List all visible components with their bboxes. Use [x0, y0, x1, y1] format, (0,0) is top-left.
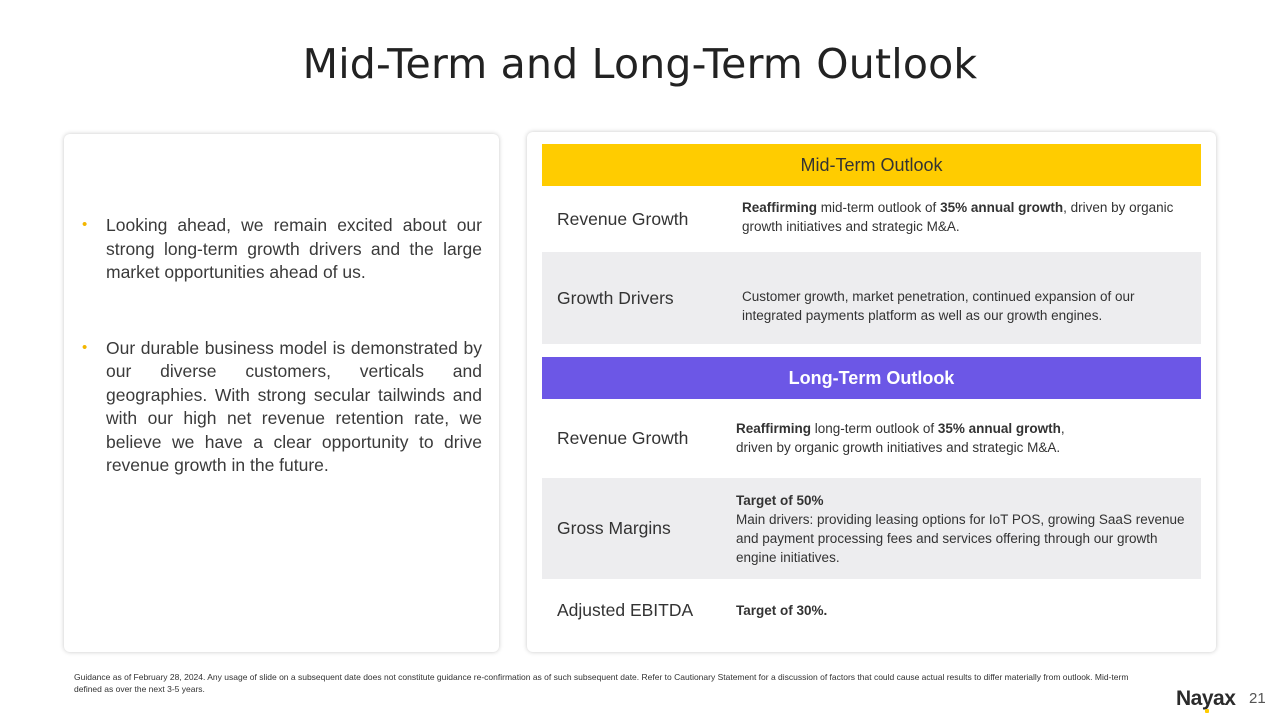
long-term-header: Long-Term Outlook [542, 357, 1201, 399]
bullet-dot-icon: • [82, 338, 88, 356]
logo-text: ax [1213, 687, 1236, 710]
bullet-dot-icon: • [82, 216, 88, 233]
summary-card: • Looking ahead, we remain excited about… [64, 134, 499, 652]
plain-text: , [1060, 420, 1065, 436]
row-label: Growth Drivers [557, 287, 674, 308]
footnote: Guidance as of February 28, 2024. Any us… [74, 672, 1129, 694]
row-description: Customer growth, market penetration, con… [742, 289, 1135, 323]
mid-term-header: Mid-Term Outlook [542, 144, 1201, 186]
plain-text: long-term outlook of [811, 420, 938, 436]
emphasis-text: 35% annual growth [940, 200, 1064, 215]
long-term-revenue-growth-row: Revenue Growth Reaffirming long-term out… [542, 399, 1201, 478]
plain-text: Main drivers: providing leasing options … [736, 511, 1185, 565]
row-label: Revenue Growth [557, 428, 689, 448]
bullet-item: • Looking ahead, we remain excited about… [82, 214, 482, 285]
nayax-logo: Nayax [1176, 687, 1236, 711]
emphasis-text: 35% annual growth [937, 420, 1061, 436]
row-description: Target of 30%. [736, 601, 1201, 620]
row-label: Adjusted EBITDA [557, 599, 694, 620]
bullet-text: Our durable business model is demonstrat… [106, 337, 482, 476]
logo-text: y [1201, 687, 1214, 710]
row-label: Gross Margins [557, 518, 671, 538]
page-number: 21 [1249, 690, 1266, 707]
adjusted-ebitda-row: Adjusted EBITDA Target of 30%. [542, 579, 1201, 641]
logo-text: Na [1176, 687, 1202, 710]
emphasis-text: Reaffirming [736, 420, 812, 436]
row-description: Reaffirming mid-term outlook of 35% annu… [742, 198, 1201, 236]
gross-margins-row: Gross Margins Target of 50% Main drivers:… [542, 478, 1201, 579]
row-description: Reaffirming long-term outlook of 35% ann… [736, 419, 1201, 457]
bullet-text: Looking ahead, we remain excited about o… [106, 215, 482, 282]
plain-text: , driven by organic growth initiatives a… [742, 200, 1174, 234]
plain-text: driven by organic growth initiatives and… [736, 439, 1061, 455]
emphasis-text: Target of 30%. [736, 602, 828, 618]
outlook-card: Mid-Term Outlook Revenue Growth Reaffirm… [527, 132, 1216, 652]
bullet-list: • Looking ahead, we remain excited about… [82, 214, 482, 478]
bullet-item: • Our durable business model is demonstr… [82, 337, 482, 478]
mid-term-revenue-growth-row: Revenue Growth Reaffirming mid-term outl… [542, 186, 1201, 252]
row-label: Revenue Growth [557, 208, 689, 229]
row-description: Target of 50% Main drivers: providing lea… [736, 491, 1201, 567]
emphasis-text: Reaffirming [742, 200, 818, 215]
page-title: Mid-Term and Long-Term Outlook [302, 40, 978, 88]
mid-term-growth-drivers-row: Growth Drivers Customer growth, market p… [542, 252, 1201, 344]
emphasis-text: Target of 50% [736, 492, 824, 508]
plain-text: mid-term outlook of [817, 200, 941, 215]
